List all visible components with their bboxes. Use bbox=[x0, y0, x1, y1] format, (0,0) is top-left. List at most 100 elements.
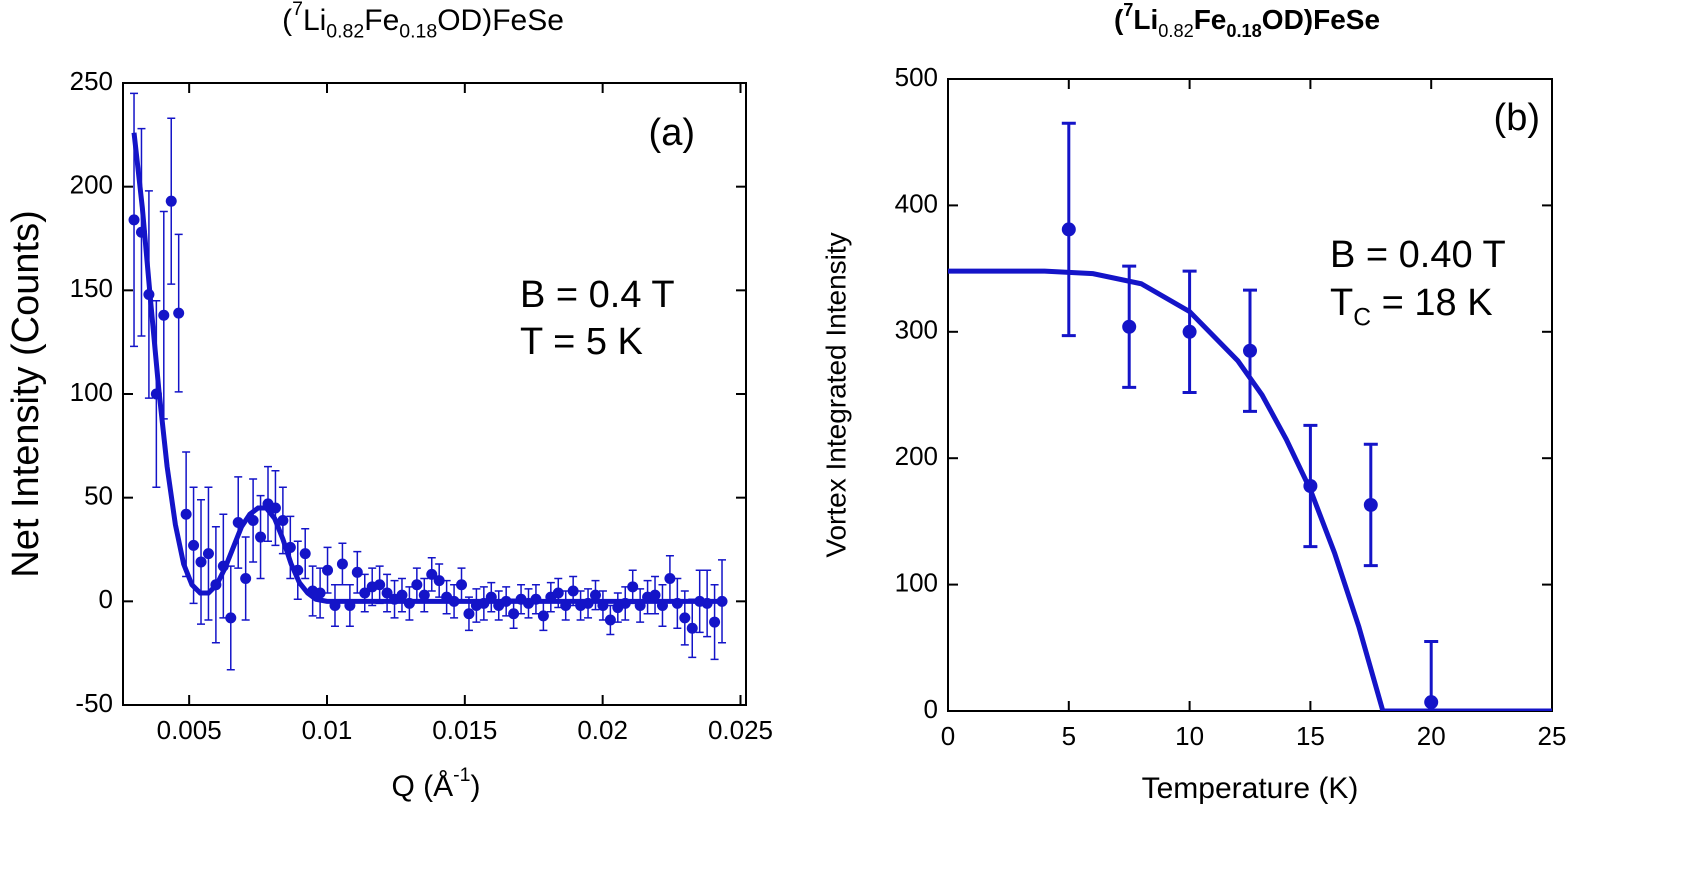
data-point bbox=[225, 612, 237, 624]
text-part: ) bbox=[471, 770, 481, 803]
data-point bbox=[336, 558, 348, 570]
y-tick-label: 500 bbox=[895, 62, 938, 92]
x-tick-label: 0.02 bbox=[577, 715, 628, 745]
y-axis-label: Vortex Integrated Intensity bbox=[820, 232, 851, 557]
annotation: B = 0.40 T bbox=[1330, 234, 1506, 276]
data-point bbox=[679, 612, 691, 624]
fit-line bbox=[131, 132, 727, 604]
text-part: Fe bbox=[1194, 4, 1227, 35]
text-part: Li bbox=[303, 4, 326, 37]
data-point bbox=[537, 610, 549, 622]
text-part: C bbox=[1353, 304, 1371, 331]
annotation: (b) bbox=[1494, 97, 1540, 139]
x-tick-label: 5 bbox=[1062, 721, 1076, 751]
text-part: -1 bbox=[453, 764, 470, 786]
data-point bbox=[240, 573, 252, 585]
annotation: T = 5 K bbox=[520, 321, 643, 363]
text-part: OD)FeSe bbox=[1262, 4, 1380, 35]
data-point bbox=[396, 589, 408, 601]
text-part: 7 bbox=[292, 0, 303, 20]
x-tick-label: 20 bbox=[1417, 721, 1446, 751]
text-part: ( bbox=[282, 4, 292, 37]
data-point bbox=[188, 539, 200, 551]
x-axis-label: Q (Å-1) bbox=[391, 764, 480, 803]
y-tick-label: 0 bbox=[99, 584, 113, 614]
data-point bbox=[411, 579, 423, 591]
data-point bbox=[158, 309, 170, 321]
data-point bbox=[269, 502, 281, 514]
y-tick-label: 150 bbox=[70, 273, 113, 303]
text-part: ( bbox=[1114, 4, 1124, 35]
y-tick-label: 300 bbox=[895, 315, 938, 345]
text-part: Fe bbox=[364, 4, 399, 37]
data-point bbox=[277, 514, 289, 526]
text-part: Li bbox=[1133, 4, 1158, 35]
x-axis-label: Temperature (K) bbox=[1142, 772, 1359, 805]
y-tick-label: -50 bbox=[75, 688, 113, 718]
annotation: B = 0.4 T bbox=[520, 274, 675, 316]
data-point bbox=[426, 568, 438, 580]
data-point bbox=[1363, 497, 1378, 512]
data-point bbox=[649, 589, 661, 601]
data-point bbox=[709, 616, 721, 628]
x-tick-label: 15 bbox=[1296, 721, 1325, 751]
y-tick-label: 400 bbox=[895, 188, 938, 218]
data-point bbox=[195, 556, 207, 568]
x-tick-label: 0.005 bbox=[157, 715, 222, 745]
data-point bbox=[322, 564, 334, 576]
data-point bbox=[374, 579, 386, 591]
data-point bbox=[567, 585, 579, 597]
data-point bbox=[1122, 319, 1137, 334]
data-point bbox=[128, 214, 140, 226]
data-point bbox=[165, 195, 177, 207]
data-point bbox=[433, 575, 445, 587]
data-point bbox=[604, 614, 616, 626]
data-point bbox=[508, 608, 520, 620]
y-tick-label: 250 bbox=[70, 66, 113, 96]
data-point bbox=[180, 508, 192, 520]
data-point bbox=[255, 531, 267, 543]
data-point bbox=[1424, 695, 1439, 710]
x-tick-label: 0.015 bbox=[432, 715, 497, 745]
data-point bbox=[1061, 222, 1076, 237]
data-point bbox=[418, 589, 430, 601]
x-tick-label: 0.01 bbox=[302, 715, 353, 745]
plot-area bbox=[128, 92, 728, 671]
y-tick-label: 100 bbox=[895, 567, 938, 597]
x-tick-label: 0 bbox=[941, 721, 955, 751]
text-part: 0.18 bbox=[1226, 21, 1261, 41]
data-point bbox=[173, 307, 185, 319]
data-point bbox=[351, 566, 363, 578]
data-point bbox=[589, 589, 601, 601]
data-point bbox=[1182, 324, 1197, 339]
data-point bbox=[463, 608, 475, 620]
text-part: 0.82 bbox=[1158, 21, 1193, 41]
x-tick-label: 10 bbox=[1175, 721, 1204, 751]
y-tick-label: 100 bbox=[70, 377, 113, 407]
text-part: = 18 K bbox=[1371, 282, 1492, 324]
text-part: Q (Å bbox=[391, 770, 453, 803]
chart-title: (7Li0.82Fe0.18OD)FeSe bbox=[1114, 0, 1380, 41]
data-point bbox=[202, 548, 214, 560]
y-tick-label: 0 bbox=[924, 694, 938, 724]
data-point bbox=[664, 573, 676, 585]
text-part: T bbox=[1330, 282, 1353, 324]
x-tick-label: 0.025 bbox=[708, 715, 773, 745]
text-part: 0.82 bbox=[326, 21, 364, 43]
data-point bbox=[359, 587, 371, 599]
plot-area bbox=[948, 121, 1552, 711]
annotation: (a) bbox=[649, 112, 695, 154]
annotation: TC = 18 K bbox=[1330, 282, 1493, 331]
chart-title: (7Li0.82Fe0.18OD)FeSe bbox=[282, 0, 564, 43]
text-part: 0.18 bbox=[399, 21, 437, 43]
fit-line bbox=[948, 268, 1552, 711]
data-point bbox=[552, 587, 564, 599]
text-part: OD)FeSe bbox=[437, 4, 564, 37]
y-tick-label: 200 bbox=[70, 170, 113, 200]
text-part: 7 bbox=[1123, 0, 1133, 20]
data-point bbox=[381, 587, 393, 599]
data-point bbox=[627, 581, 639, 593]
x-tick-label: 25 bbox=[1538, 721, 1567, 751]
y-axis-label: Net Intensity (Counts) bbox=[5, 210, 47, 577]
